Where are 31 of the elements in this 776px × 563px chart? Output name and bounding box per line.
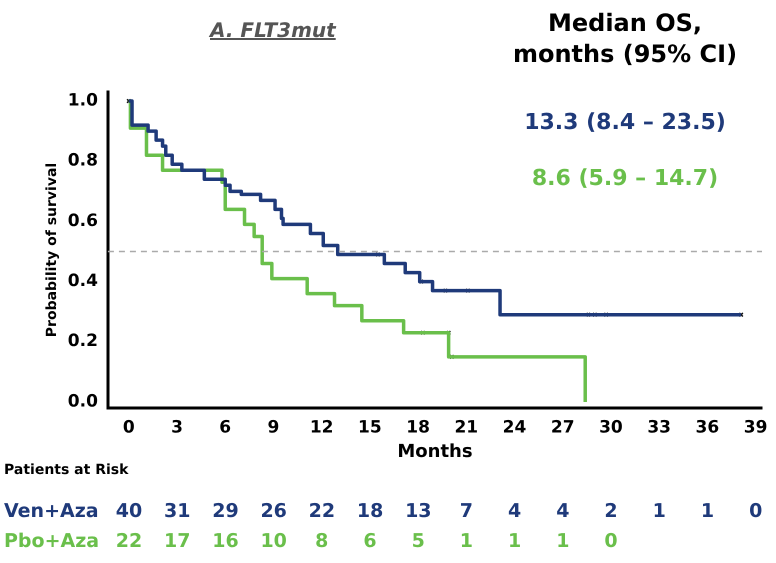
text: Pbo+Aza — [4, 530, 100, 552]
x-tick-label: 24 — [502, 418, 526, 438]
y-axis-title: Probability of survival — [44, 162, 60, 338]
annotation: 8.6 (5.9 – 14.7) — [530, 166, 720, 191]
y-tick-label: 0.6 — [68, 210, 98, 231]
text: Median OS, months (95% CI) — [512, 8, 738, 70]
x-tick-label: 12 — [310, 418, 334, 438]
x-tick-label: 0 — [122, 418, 135, 438]
chart-title: A. FLT3mut — [210, 18, 336, 42]
x-axis-title: Months — [397, 440, 473, 462]
y-tick-label: 0.2 — [68, 331, 98, 352]
x-tick-label: 15 — [358, 418, 382, 438]
x-tick-label: 18 — [406, 418, 430, 438]
y-tick-label: 0.0 — [68, 391, 98, 412]
x-tick-label: 21 — [454, 418, 478, 438]
x-tick-label: 39 — [744, 418, 768, 438]
x-tick-label: 30 — [599, 418, 623, 438]
annotation: 13.3 (8.4 – 23.5) — [523, 110, 727, 135]
x-tick-label: 33 — [647, 418, 671, 438]
x-tick-label: 27 — [550, 418, 575, 438]
x-tick-label: 9 — [268, 418, 280, 438]
text: Ven+Aza — [4, 500, 99, 522]
x-tick-label: 36 — [696, 418, 720, 438]
text: 40 31 29 26 22 18 13 7 4 4 2 1 1 0 — [116, 500, 762, 522]
y-tick-label: 0.8 — [68, 150, 98, 171]
y-tick-label: 0.4 — [68, 271, 98, 292]
x-tick-label: 3 — [171, 418, 183, 438]
text: Patients at Risk — [4, 462, 128, 478]
y-tick-label: 1.0 — [68, 90, 98, 110]
text: 22 17 16 10 8 6 5 1 1 1 0 — [116, 530, 618, 552]
x-tick-label: 6 — [219, 418, 232, 438]
